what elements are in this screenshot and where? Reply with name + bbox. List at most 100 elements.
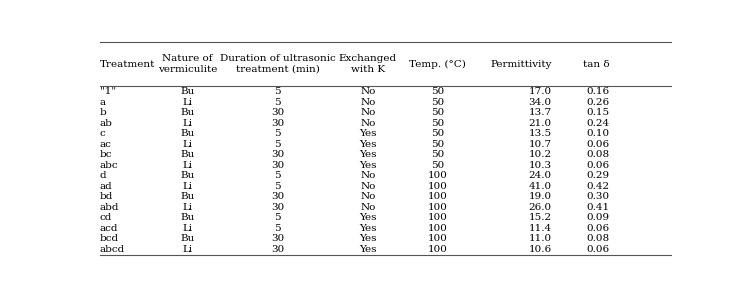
Text: "1": "1": [100, 87, 116, 96]
Text: 50: 50: [431, 161, 444, 170]
Text: 11.0: 11.0: [529, 234, 551, 243]
Text: 100: 100: [428, 182, 447, 191]
Text: 100: 100: [428, 234, 447, 243]
Text: Bu: Bu: [180, 192, 194, 201]
Text: Yes: Yes: [359, 213, 377, 222]
Text: 5: 5: [274, 98, 281, 107]
Text: Li: Li: [182, 182, 193, 191]
Text: Bu: Bu: [180, 171, 194, 180]
Text: 5: 5: [274, 140, 281, 149]
Text: 30: 30: [271, 234, 284, 243]
Text: 100: 100: [428, 203, 447, 212]
Text: Bu: Bu: [180, 108, 194, 117]
Text: ad: ad: [100, 182, 113, 191]
Text: 24.0: 24.0: [529, 171, 551, 180]
Text: abd: abd: [100, 203, 120, 212]
Text: c: c: [100, 129, 105, 138]
Text: 0.06: 0.06: [587, 161, 610, 170]
Text: 50: 50: [431, 119, 444, 128]
Text: 0.16: 0.16: [587, 87, 610, 96]
Text: 0.15: 0.15: [587, 108, 610, 117]
Text: 0.06: 0.06: [587, 224, 610, 233]
Text: bc: bc: [100, 150, 112, 159]
Text: 21.0: 21.0: [529, 119, 551, 128]
Text: Li: Li: [182, 203, 193, 212]
Text: 50: 50: [431, 129, 444, 138]
Text: 30: 30: [271, 192, 284, 201]
Text: acd: acd: [100, 224, 118, 233]
Text: Exchanged
with K: Exchanged with K: [339, 54, 397, 74]
Text: 0.24: 0.24: [587, 119, 610, 128]
Text: 30: 30: [271, 150, 284, 159]
Text: No: No: [360, 98, 375, 107]
Text: 0.41: 0.41: [587, 203, 610, 212]
Text: No: No: [360, 119, 375, 128]
Text: 50: 50: [431, 98, 444, 107]
Text: 10.7: 10.7: [529, 140, 551, 149]
Text: 5: 5: [274, 171, 281, 180]
Text: 26.0: 26.0: [529, 203, 551, 212]
Text: ac: ac: [100, 140, 112, 149]
Text: 13.5: 13.5: [529, 129, 551, 138]
Text: abcd: abcd: [100, 245, 125, 254]
Text: bcd: bcd: [100, 234, 119, 243]
Text: Bu: Bu: [180, 129, 194, 138]
Text: Yes: Yes: [359, 140, 377, 149]
Text: 17.0: 17.0: [529, 87, 551, 96]
Text: 0.06: 0.06: [587, 140, 610, 149]
Text: 0.26: 0.26: [587, 98, 610, 107]
Text: 19.0: 19.0: [529, 192, 551, 201]
Text: 100: 100: [428, 171, 447, 180]
Text: No: No: [360, 108, 375, 117]
Text: abc: abc: [100, 161, 119, 170]
Text: 5: 5: [274, 224, 281, 233]
Text: Permittivity: Permittivity: [490, 60, 551, 69]
Text: 30: 30: [271, 203, 284, 212]
Text: 0.06: 0.06: [587, 245, 610, 254]
Text: b: b: [100, 108, 107, 117]
Text: d: d: [100, 171, 107, 180]
Text: a: a: [100, 98, 106, 107]
Text: ab: ab: [100, 119, 113, 128]
Text: bd: bd: [100, 192, 114, 201]
Text: 15.2: 15.2: [529, 213, 551, 222]
Text: Yes: Yes: [359, 224, 377, 233]
Text: 5: 5: [274, 129, 281, 138]
Text: 13.7: 13.7: [529, 108, 551, 117]
Text: 0.29: 0.29: [587, 171, 610, 180]
Text: Yes: Yes: [359, 234, 377, 243]
Text: 0.08: 0.08: [587, 150, 610, 159]
Text: Temp. (°C): Temp. (°C): [409, 59, 466, 69]
Text: 50: 50: [431, 140, 444, 149]
Text: 100: 100: [428, 224, 447, 233]
Text: Yes: Yes: [359, 161, 377, 170]
Text: Yes: Yes: [359, 150, 377, 159]
Text: No: No: [360, 171, 375, 180]
Text: 0.10: 0.10: [587, 129, 610, 138]
Text: 100: 100: [428, 192, 447, 201]
Text: 30: 30: [271, 108, 284, 117]
Text: No: No: [360, 203, 375, 212]
Text: 0.08: 0.08: [587, 234, 610, 243]
Text: Bu: Bu: [180, 150, 194, 159]
Text: 0.30: 0.30: [587, 192, 610, 201]
Text: 10.6: 10.6: [529, 245, 551, 254]
Text: 30: 30: [271, 161, 284, 170]
Text: Yes: Yes: [359, 245, 377, 254]
Text: Li: Li: [182, 119, 193, 128]
Text: Li: Li: [182, 140, 193, 149]
Text: Nature of
vermiculite: Nature of vermiculite: [158, 54, 217, 74]
Text: cd: cd: [100, 213, 112, 222]
Text: No: No: [360, 87, 375, 96]
Text: 100: 100: [428, 245, 447, 254]
Text: No: No: [360, 192, 375, 201]
Text: 10.2: 10.2: [529, 150, 551, 159]
Text: 34.0: 34.0: [529, 98, 551, 107]
Text: 10.3: 10.3: [529, 161, 551, 170]
Text: tan δ: tan δ: [583, 60, 610, 69]
Text: 30: 30: [271, 119, 284, 128]
Text: 50: 50: [431, 150, 444, 159]
Text: 100: 100: [428, 213, 447, 222]
Text: Bu: Bu: [180, 213, 194, 222]
Text: 11.4: 11.4: [529, 224, 551, 233]
